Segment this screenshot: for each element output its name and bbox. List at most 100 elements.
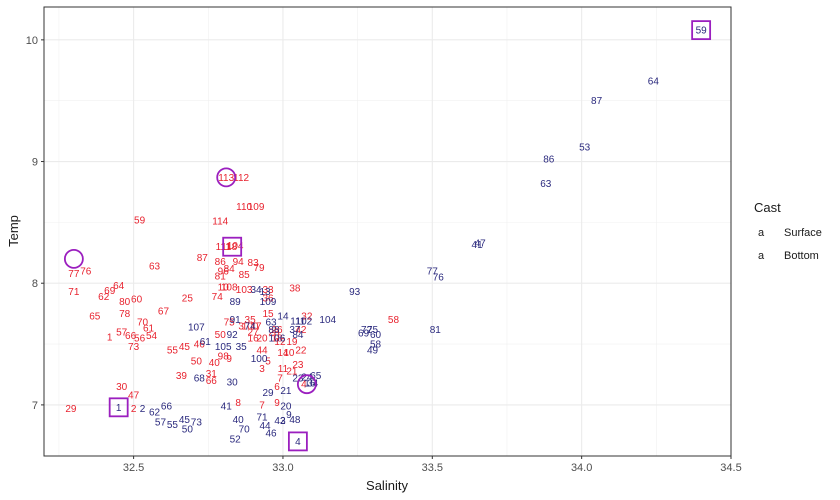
point-label-surface: 113 (218, 173, 234, 184)
y-tick-label: 9 (32, 157, 38, 169)
point-label-bottom: 53 (579, 142, 591, 153)
point-label-surface: 45 (179, 342, 191, 353)
point-label-bottom: 100 (251, 354, 268, 365)
highlight-markers (63, 20, 712, 452)
point-label-surface: 50 (191, 357, 203, 368)
point-label-bottom: 72 (361, 325, 373, 336)
panel-background (44, 7, 731, 456)
point-label-bottom: 47 (475, 239, 487, 250)
point-label-surface: 55 (167, 346, 179, 357)
point-label-bottom: 48 (289, 415, 301, 426)
point-label-surface: 103 (236, 285, 253, 296)
point-label-surface: 94 (233, 257, 245, 268)
point-label-bottom: 93 (349, 287, 361, 298)
point-label-bottom: 71 (256, 413, 268, 424)
point-label-bottom: 57 (155, 417, 167, 428)
x-tick-label: 34.5 (720, 462, 741, 474)
point-label-bottom: 63 (540, 179, 552, 190)
point-label-surface: 1 (107, 332, 113, 343)
point-label-surface: 17 (251, 321, 263, 332)
point-label-surface: 67 (158, 307, 170, 318)
point-label-surface: 104 (227, 241, 244, 252)
point-label-bottom: 41 (221, 402, 233, 413)
point-label-bottom: 88 (268, 325, 280, 336)
point-label-bottom: 20 (280, 402, 292, 413)
legend-key-bottom: a (758, 250, 765, 262)
point-label-bottom: 104 (319, 315, 336, 326)
point-label-surface: 5 (265, 357, 271, 368)
point-label-bottom: 59 (696, 26, 708, 37)
point-label-bottom: 42 (274, 416, 286, 427)
point-label-bottom: 55 (167, 420, 179, 431)
highlight-square (691, 20, 712, 41)
point-label-surface: 18 (271, 333, 283, 344)
point-label-bottom: 64 (648, 77, 660, 88)
y-axis-ticks: 7 8 9 10 (26, 35, 44, 412)
point-label-surface: 35 (245, 315, 257, 326)
point-label-surface: 31 (206, 369, 218, 380)
point-label-surface: 8 (235, 398, 241, 409)
point-label-bottom: 21 (280, 386, 292, 397)
point-label-bottom: 105 (215, 342, 232, 353)
y-tick-label: 10 (26, 35, 38, 47)
point-label-surface: 69 (104, 286, 116, 297)
legend-item-bottom: a Bottom (758, 250, 819, 262)
point-label-surface: 3 (238, 321, 244, 332)
point-label-surface: 96 (218, 267, 230, 278)
highlight-circle (296, 374, 317, 395)
x-axis-title: Salinity (366, 478, 408, 493)
point-label-surface: 50 (215, 330, 227, 341)
point-label-bottom: 111 (290, 316, 306, 327)
point-label-bottom: 2 (140, 404, 146, 415)
point-label-surface: 70 (137, 318, 149, 329)
point-label-bottom: 16 (304, 378, 316, 389)
point-label-surface: 9 (274, 398, 280, 409)
point-label-surface: 110 (236, 202, 252, 213)
point-label-surface: 4 (301, 380, 307, 391)
point-label-surface: 40 (209, 358, 221, 369)
point-label-surface: 98 (218, 352, 230, 363)
point-label-bottom: 107 (188, 323, 205, 334)
point-label-surface: 86 (215, 257, 227, 268)
x-tick-label: 33.5 (422, 462, 443, 474)
point-label-surface: 73 (128, 342, 140, 353)
point-label-surface: 66 (206, 376, 218, 387)
point-label-surface: 16 (248, 333, 260, 344)
point-label-surface: 114 (212, 217, 228, 228)
point-label-bottom: 73 (191, 417, 203, 428)
point-label-surface: 2 (131, 404, 137, 415)
point-label-surface: 56 (134, 333, 146, 344)
point-label-surface: 63 (149, 262, 161, 273)
point-label-bottom: 1 (116, 403, 122, 414)
point-label-surface: 42 (295, 325, 307, 336)
highlight-square (108, 397, 129, 418)
point-label-bottom: 74 (245, 321, 257, 332)
grid-minor (44, 7, 731, 456)
point-label-bottom: 68 (194, 374, 206, 385)
point-label-bottom: 70 (239, 425, 251, 436)
point-label-surface: 26 (271, 325, 283, 336)
y-axis-title: Temp (6, 215, 21, 247)
point-label-bottom: 23 (292, 374, 304, 385)
point-label-bottom: 102 (296, 316, 313, 327)
point-label-surface: 36 (262, 293, 274, 304)
point-label-surface: 108 (221, 282, 238, 293)
point-label-surface: 10 (283, 348, 295, 359)
point-label-surface: 47 (128, 391, 140, 402)
point-label-surface: 14 (277, 348, 289, 359)
point-label-bottom: 29 (262, 388, 274, 399)
point-label-surface: 7 (259, 400, 265, 411)
highlight-square (222, 236, 243, 257)
legend-title: Cast (754, 200, 781, 215)
point-label-bottom: 81 (430, 325, 442, 336)
point-label-surface: 79 (253, 263, 265, 274)
point-label-surface: 118 (221, 242, 237, 253)
point-label-surface: 75 (224, 318, 236, 329)
point-label-bottom: 4 (295, 437, 301, 448)
point-label-surface: 100 (242, 321, 259, 332)
point-label-surface: 78 (119, 309, 131, 320)
point-label-surface: 59 (134, 215, 146, 226)
point-label-surface: 25 (182, 293, 194, 304)
